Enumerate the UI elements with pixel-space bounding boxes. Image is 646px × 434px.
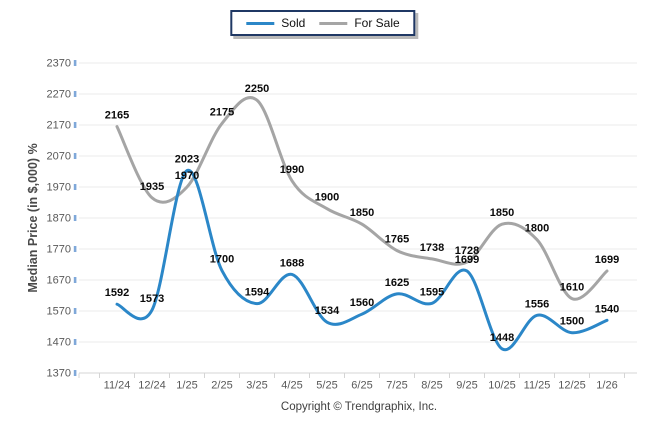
data-label: 1699 <box>595 254 619 266</box>
legend-label-sold: Sold <box>281 16 306 30</box>
data-label: 1594 <box>245 287 270 299</box>
x-tick-label: 12/24 <box>138 380 166 392</box>
series-for-sale-labels: 2165 1935 1970 2175 2250 1990 1900 1850 1765 1738… <box>105 83 619 293</box>
data-label: 1560 <box>350 297 374 309</box>
data-label: 1595 <box>420 286 444 298</box>
y-axis-title: Median Price (in $,000) % <box>26 143 40 293</box>
series-for-sale-line <box>115 96 609 301</box>
data-label: 1688 <box>280 257 304 269</box>
data-label: 1850 <box>490 207 514 219</box>
x-tick-label: 1/26 <box>596 380 617 392</box>
y-tick-mark <box>73 153 77 159</box>
y-tick-mark <box>73 122 77 128</box>
y-tick-mark <box>73 370 77 376</box>
x-axis: 11/24 12/24 1/25 2/25 3/25 4/25 5/25 6/25 7/25 8/… <box>78 373 625 392</box>
data-label: 1540 <box>595 303 619 315</box>
data-label: 1448 <box>490 332 514 344</box>
y-tick-label: 1770 <box>47 244 71 256</box>
y-tick-label: 1670 <box>47 275 71 287</box>
y-tick-mark <box>73 215 77 221</box>
y-tick-label: 2370 <box>47 58 71 70</box>
y-tick-mark <box>73 246 77 252</box>
series-sold-labels: 1592 1573 2023 1700 1594 1688 1534 1560 1625 1595… <box>105 154 619 344</box>
legend-item-for-sale: For Sale <box>319 16 400 30</box>
x-tick-label: 12/25 <box>558 380 586 392</box>
legend-label-for-sale: For Sale <box>354 16 400 30</box>
series-sold-line <box>115 169 609 352</box>
data-label: 1534 <box>315 305 340 317</box>
data-label: 1500 <box>560 316 584 328</box>
x-tick-label: 4/25 <box>281 380 302 392</box>
data-label: 2165 <box>105 110 129 122</box>
copyright-text: Copyright © Trendgraphix, Inc. <box>280 401 438 413</box>
y-tick-label: 2270 <box>47 89 71 101</box>
data-label: 2023 <box>175 154 199 166</box>
data-label: 1765 <box>385 234 409 246</box>
data-label: 1800 <box>525 223 549 235</box>
x-tick-label: 1/25 <box>176 380 197 392</box>
data-label: 1625 <box>385 277 409 289</box>
x-tick-label: 3/25 <box>246 380 267 392</box>
x-tick-label: 11/24 <box>104 380 131 392</box>
data-label: 1990 <box>280 164 304 176</box>
y-tick-label: 1470 <box>47 337 71 349</box>
legend-item-sold: Sold <box>246 16 305 30</box>
data-label: 1738 <box>420 242 444 254</box>
y-tick-label: 2170 <box>47 120 71 132</box>
data-label: 1573 <box>140 293 164 305</box>
y-tick-mark <box>73 308 77 314</box>
x-tick-label: 7/25 <box>386 380 407 392</box>
y-tick-label: 1870 <box>47 213 71 225</box>
x-tick-label: 11/25 <box>524 380 551 392</box>
y-tick-label: 1570 <box>47 306 71 318</box>
data-label: 1850 <box>350 207 374 219</box>
y-tick-mark <box>73 184 77 190</box>
data-label: 1592 <box>105 287 129 299</box>
sold-line-swatch <box>246 21 275 25</box>
data-label: 1700 <box>210 254 234 266</box>
x-tick-label: 2/25 <box>211 380 232 392</box>
legend: Sold For Sale <box>230 10 416 36</box>
data-label: 1728 <box>455 245 479 257</box>
x-tick-label: 10/25 <box>488 380 516 392</box>
x-tick-label: 9/25 <box>456 380 477 392</box>
data-label: 2250 <box>245 83 269 95</box>
y-tick-label: 2070 <box>47 151 71 163</box>
x-tick-label: 8/25 <box>421 380 442 392</box>
data-label: 1556 <box>525 298 549 310</box>
for-sale-line-swatch <box>319 21 348 25</box>
y-tick-mark <box>73 277 77 283</box>
data-label: 1610 <box>560 282 584 294</box>
data-label: 2175 <box>210 106 234 118</box>
data-label: 1935 <box>140 181 164 193</box>
y-tick-mark <box>73 60 77 66</box>
data-label: 1970 <box>175 170 199 182</box>
y-tick-mark <box>73 339 77 345</box>
y-tick-label: 1370 <box>47 368 71 380</box>
data-label: 1699 <box>455 254 479 266</box>
data-label: 1900 <box>315 192 339 204</box>
grid-and-y-axis: 1370 1470 1570 1670 1770 1870 1970 2070 2170 2270… <box>47 58 637 380</box>
y-tick-label: 1970 <box>47 182 71 194</box>
x-tick-label: 6/25 <box>351 380 372 392</box>
x-tick-label: 5/25 <box>316 380 337 392</box>
y-tick-mark <box>73 91 77 97</box>
